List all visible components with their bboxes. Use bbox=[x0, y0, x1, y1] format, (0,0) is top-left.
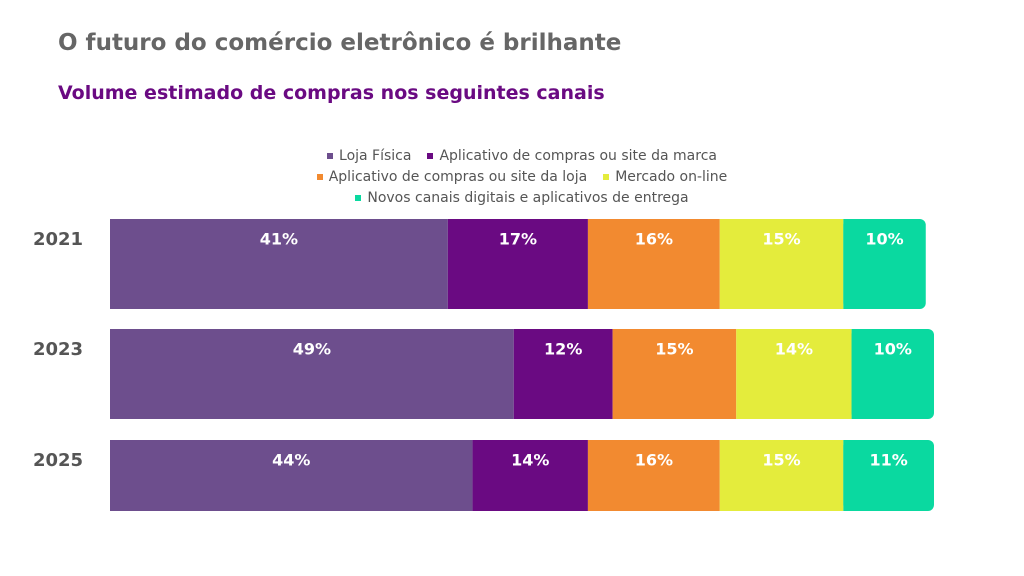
bar-segment bbox=[587, 440, 720, 511]
legend-label: Mercado on-line bbox=[615, 169, 728, 185]
legend-swatch bbox=[355, 195, 362, 201]
value-label: 15% bbox=[762, 451, 800, 470]
legend-label: Aplicativo de compras ou site da loja bbox=[328, 169, 588, 185]
value-label: 16% bbox=[635, 230, 673, 249]
legend: Loja Física Aplicativo de compras ou site… bbox=[110, 146, 934, 209]
bar-segment bbox=[447, 219, 588, 309]
legend-item: Aplicativo de compras ou site da marca bbox=[427, 148, 717, 164]
bar-segment bbox=[612, 329, 737, 419]
legend-label: Aplicativo de compras ou site da marca bbox=[439, 148, 717, 164]
bar-segment bbox=[719, 219, 844, 309]
bar-segment-fill bbox=[843, 219, 852, 309]
legend-row: Aplicativo de compras ou site da loja Mer… bbox=[110, 167, 934, 188]
legend-row: Loja Física Aplicativo de compras ou site… bbox=[110, 146, 934, 167]
value-label: 41% bbox=[260, 230, 298, 249]
value-label: 14% bbox=[511, 451, 549, 470]
legend-swatch bbox=[327, 153, 334, 159]
y-tick-label: 2025 bbox=[33, 450, 83, 471]
legend-swatch bbox=[603, 174, 610, 180]
y-tick-label: 2021 bbox=[33, 229, 83, 250]
value-label: 12% bbox=[544, 340, 582, 359]
bar-segment-fill bbox=[843, 440, 852, 511]
bar-segment bbox=[472, 440, 588, 511]
value-label: 11% bbox=[870, 451, 908, 470]
bar-segment bbox=[110, 329, 514, 419]
value-label: 14% bbox=[775, 340, 813, 359]
legend-label: Novos canais digitais e aplicativos de e… bbox=[367, 190, 689, 206]
bar-segment bbox=[719, 440, 844, 511]
value-label: 10% bbox=[865, 230, 903, 249]
chart-subtitle: Volume estimado de compras nos seguintes… bbox=[58, 82, 605, 104]
chart-title: O futuro do comércio eletrônico é brilha… bbox=[58, 30, 622, 56]
bar-segment bbox=[843, 440, 934, 511]
legend-label: Loja Física bbox=[339, 148, 412, 164]
legend-item: Mercado on-line bbox=[603, 169, 727, 185]
bar-segment bbox=[110, 219, 448, 309]
bar-segment bbox=[736, 329, 852, 419]
y-tick-label: 2023 bbox=[33, 339, 83, 360]
bar-segment bbox=[110, 440, 473, 511]
legend-row: Novos canais digitais e aplicativos de e… bbox=[110, 188, 934, 209]
legend-item: Aplicativo de compras ou site da loja bbox=[316, 169, 588, 185]
value-label: 17% bbox=[499, 230, 537, 249]
legend-swatch bbox=[316, 174, 323, 180]
value-label: 15% bbox=[655, 340, 693, 359]
bar-segment bbox=[843, 219, 926, 309]
value-label: 44% bbox=[272, 451, 310, 470]
bar-segment-fill bbox=[851, 329, 860, 419]
bar-segment bbox=[587, 219, 720, 309]
legend-swatch bbox=[427, 153, 434, 159]
value-label: 16% bbox=[635, 451, 673, 470]
value-label: 49% bbox=[293, 340, 331, 359]
bar-segment bbox=[851, 329, 934, 419]
value-label: 10% bbox=[874, 340, 912, 359]
legend-item: Loja Física bbox=[327, 148, 411, 164]
value-label: 15% bbox=[762, 230, 800, 249]
bar-segment bbox=[513, 329, 613, 419]
legend-item: Novos canais digitais e aplicativos de e… bbox=[355, 190, 689, 206]
